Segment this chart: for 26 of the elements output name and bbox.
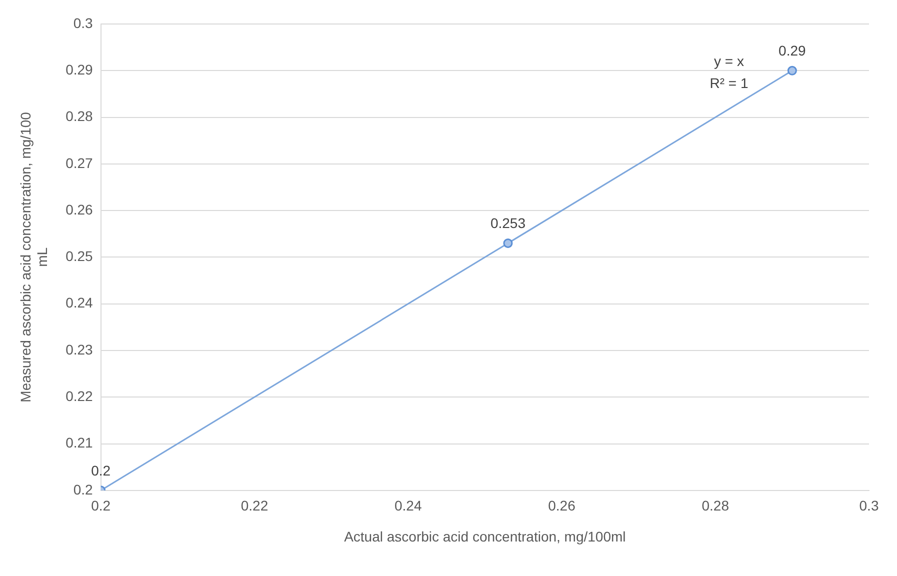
y-tick-label: 0.3 [73, 14, 94, 31]
point [503, 238, 513, 248]
y-tick-label: 0.2 [73, 481, 94, 498]
y-tick-label: 0.23 [66, 341, 94, 358]
y-tick-label: 0.27 [66, 154, 94, 171]
x-axis-title: Actual ascorbic acid concentration, mg/100ml [344, 528, 626, 544]
y-tick-label: 0.26 [66, 201, 94, 218]
y-axis-title: Measured ascorbic acid concentration, mg/100 mL [17, 112, 50, 402]
data-label: 0.29 [778, 42, 806, 58]
y-tick-label: 0.21 [66, 434, 94, 451]
y-tick-label: 0.28 [66, 108, 94, 124]
data-label: 0.253 [490, 215, 526, 232]
annotation: y = x [714, 52, 744, 69]
x-tick-label: 0.26 [548, 498, 576, 514]
data-label: 0.2 [91, 462, 111, 478]
y-tick-label: 0.24 [66, 294, 94, 311]
y-tick-label: 0.29 [66, 62, 94, 78]
annotation: R² = 1 [710, 74, 748, 91]
x-tick-label: 0.3 [859, 498, 879, 514]
x-tick-label: 0.2 [91, 498, 111, 514]
point [787, 66, 797, 76]
y-tick-label: 0.22 [66, 388, 94, 404]
x-tick-label: 0.22 [240, 498, 268, 514]
x-tick-label: 0.28 [702, 498, 730, 514]
y-tick-label: 0.25 [66, 248, 94, 264]
x-tick-label: 0.24 [394, 498, 422, 514]
